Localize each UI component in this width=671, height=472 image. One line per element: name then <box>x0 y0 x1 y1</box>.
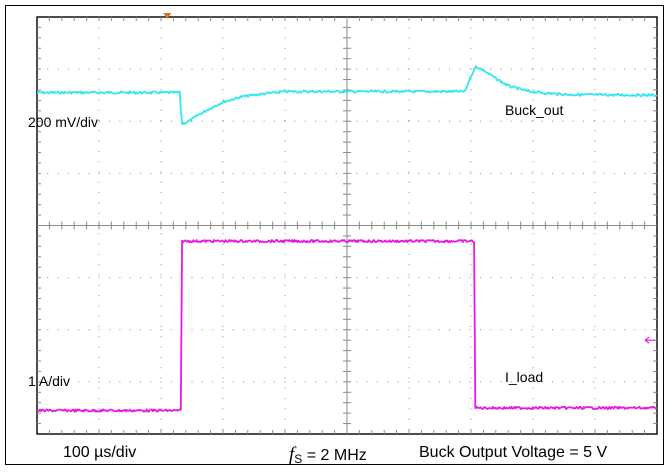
trace-i-load <box>36 239 658 413</box>
oscilloscope-chart: 200 mV/div Buck_out 1 A/div I_load <box>28 13 658 435</box>
trigger-position-marker <box>163 13 172 19</box>
figure-frame: 200 mV/div Buck_out 1 A/div I_load 100 µs/d… <box>5 5 664 466</box>
i-load-scale-label: 1 A/div <box>28 373 70 389</box>
buck-out-scale-label: 200 mV/div <box>28 114 98 130</box>
time-per-div-label: 100 µs/div <box>63 444 137 461</box>
buck-out-series-label: Buck_out <box>505 102 563 118</box>
trace-buck-out <box>36 65 658 125</box>
chart-title: Buck Output Voltage = 5 V <box>419 444 608 461</box>
i-load-series-label: I_load <box>505 369 543 385</box>
switching-frequency-label: fS = 2 MHz <box>289 444 367 466</box>
trigger-level-marker <box>644 336 655 344</box>
